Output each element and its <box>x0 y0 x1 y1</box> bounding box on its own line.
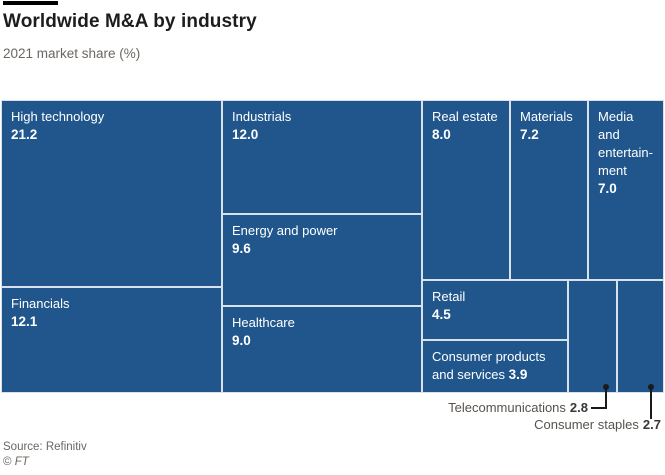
annotation-value: 2.8 <box>569 400 588 415</box>
treemap-cell-high-technology: High technology 21.2 <box>1 100 222 287</box>
cell-value: 4.5 <box>432 306 451 322</box>
cell-label: Media and entertain- ment <box>598 109 653 178</box>
annotation-consumer-staples: Consumer staples 2.7 <box>0 417 661 432</box>
treemap-cell-financials: Financials 12.1 <box>1 287 222 393</box>
cell-value: 9.0 <box>232 332 251 348</box>
copyright-symbol: © <box>3 456 12 468</box>
treemap-cell-materials: Materials 7.2 <box>510 100 588 280</box>
treemap-cell-retail: Retail 4.5 <box>422 280 568 340</box>
copyright-line: © FT <box>3 456 29 468</box>
annotation-telecommunications: Telecommunications 2.8 <box>0 400 588 415</box>
cell-value: 9.6 <box>232 240 251 256</box>
annotation-label: Telecommunications <box>448 400 566 415</box>
annotation-label: Consumer staples <box>534 417 639 432</box>
treemap-cell-energy-and-power: Energy and power 9.6 <box>222 214 422 306</box>
cell-value: 7.2 <box>520 126 539 142</box>
treemap-cell-consumer-staples <box>617 280 664 393</box>
cell-label: Retail <box>432 289 466 304</box>
cell-value: 12.1 <box>11 313 38 329</box>
cell-label: Consumer products and services 3.9 <box>432 349 546 382</box>
cell-label: High technology <box>11 109 105 124</box>
treemap-cell-consumer-products-and-services: Consumer products and services 3.9 <box>422 340 568 393</box>
cell-value: 12.0 <box>232 126 259 142</box>
callout-line-telecommunications-vertical <box>605 388 607 409</box>
cell-label: Materials <box>520 109 573 124</box>
cell-value: 21.2 <box>11 126 38 142</box>
cell-value: 3.9 <box>508 366 528 382</box>
callout-line-consumer-staples-vertical <box>650 388 652 419</box>
treemap-cell-healthcare: Healthcare 9.0 <box>222 306 422 393</box>
title-accent-bar <box>3 1 58 5</box>
treemap-cell-industrials: Industrials 12.0 <box>222 100 422 214</box>
treemap: High technology 21.2 Financials 12.1 Industr… <box>1 100 664 393</box>
source-line: Source: Refinitiv <box>3 441 87 453</box>
cell-label: Healthcare <box>232 315 295 330</box>
chart-subtitle: 2021 market share (%) <box>3 46 141 61</box>
callout-line-telecommunications-horizontal <box>591 407 607 409</box>
callout-dot-consumer-staples <box>648 384 654 390</box>
cell-label: Energy and power <box>232 223 338 238</box>
treemap-cell-media-and-entertainment: Media and entertain- ment 7.0 <box>588 100 664 280</box>
treemap-cell-telecommunications <box>568 280 617 393</box>
cell-label: Industrials <box>232 109 292 124</box>
cell-value: 7.0 <box>598 180 617 196</box>
cell-value: 8.0 <box>432 126 451 142</box>
cell-label: Real estate <box>432 109 498 124</box>
callout-dot-telecommunications <box>603 384 609 390</box>
treemap-cell-real-estate: Real estate 8.0 <box>422 100 510 280</box>
cell-label: Financials <box>11 296 70 311</box>
chart-title: Worldwide M&A by industry <box>3 11 257 32</box>
copyright-name: FT <box>14 456 29 468</box>
annotation-value: 2.7 <box>642 417 661 432</box>
